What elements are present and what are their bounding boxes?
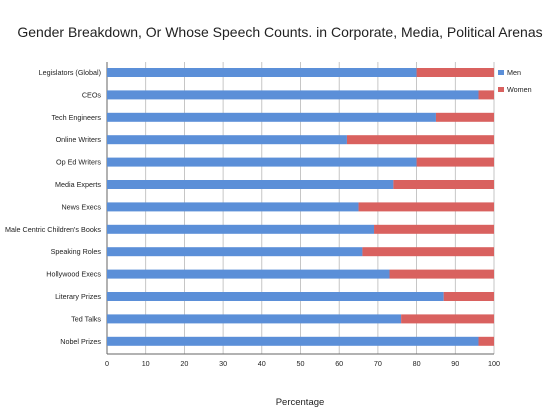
x-tick-label-100: 100 [488, 359, 500, 368]
bar-men-7 [107, 202, 359, 212]
bars [107, 68, 494, 346]
bar-men-9 [107, 247, 363, 257]
bar-women-2 [478, 90, 494, 100]
x-tick-label-10: 10 [142, 359, 150, 368]
x-tick-label-40: 40 [258, 359, 266, 368]
axes: 0 10 20 30 40 50 60 70 80 90 100 Legislators (Globa… [5, 68, 500, 368]
bar-women-11 [443, 292, 494, 301]
legend: Men Women [498, 68, 532, 94]
bar-men-10 [107, 269, 390, 279]
category-label-13: Nobel Prizes [60, 337, 101, 346]
bar-men-8 [107, 224, 375, 234]
bar-men-5 [107, 157, 417, 167]
category-label-1: Legislators (Global) [39, 68, 101, 77]
x-axis-title: Percentage [276, 397, 325, 408]
bar-women-1 [416, 68, 494, 77]
bar-women-4 [346, 135, 494, 145]
category-label-9: Speaking Roles [51, 247, 102, 256]
x-tick-label-90: 90 [451, 359, 459, 368]
bar-men-11 [107, 292, 444, 301]
bar-women-6 [393, 180, 494, 189]
bar-women-12 [401, 314, 494, 324]
bar-men-13 [107, 336, 479, 346]
bar-men-3 [107, 112, 436, 122]
x-tick-label-20: 20 [180, 359, 188, 368]
legend-label-men: Men [507, 68, 521, 77]
bar-women-3 [435, 112, 494, 122]
category-label-2: CEOs [82, 90, 102, 99]
x-tick-label-0: 0 [105, 359, 109, 368]
legend-label-women: Women [507, 85, 532, 94]
bar-women-10 [389, 269, 494, 279]
x-tick-label-70: 70 [374, 359, 382, 368]
category-label-10: Hollywood Execs [46, 270, 101, 279]
category-label-5: Op Ed Writers [56, 158, 101, 167]
bar-men-6 [107, 180, 394, 189]
category-label-11: Literary Prizes [55, 292, 101, 301]
legend-swatch-men [498, 70, 504, 75]
chart-title: Gender Breakdown, Or Whose Speech Counts… [17, 24, 542, 40]
bar-men-12 [107, 314, 402, 324]
category-label-12: Ted Talks [71, 314, 101, 323]
x-tick-label-30: 30 [219, 359, 227, 368]
category-label-6: Media Experts [55, 180, 101, 189]
x-tick-label-60: 60 [335, 359, 343, 368]
bar-men-1 [107, 68, 417, 77]
bar-men-2 [107, 90, 479, 100]
bar-women-5 [416, 157, 494, 167]
category-label-7: News Execs [61, 202, 101, 211]
bar-women-13 [478, 336, 494, 346]
x-tick-label-80: 80 [413, 359, 421, 368]
bar-women-7 [358, 202, 494, 212]
bar-women-9 [362, 247, 494, 257]
legend-swatch-women [498, 87, 504, 92]
category-label-4: Online Writers [56, 135, 102, 144]
bar-women-8 [374, 224, 494, 234]
category-label-8: Male Centric Children's Books [5, 225, 101, 234]
category-label-3: Tech Engineers [51, 113, 101, 122]
x-tick-label-50: 50 [297, 359, 305, 368]
bar-men-4 [107, 135, 347, 145]
